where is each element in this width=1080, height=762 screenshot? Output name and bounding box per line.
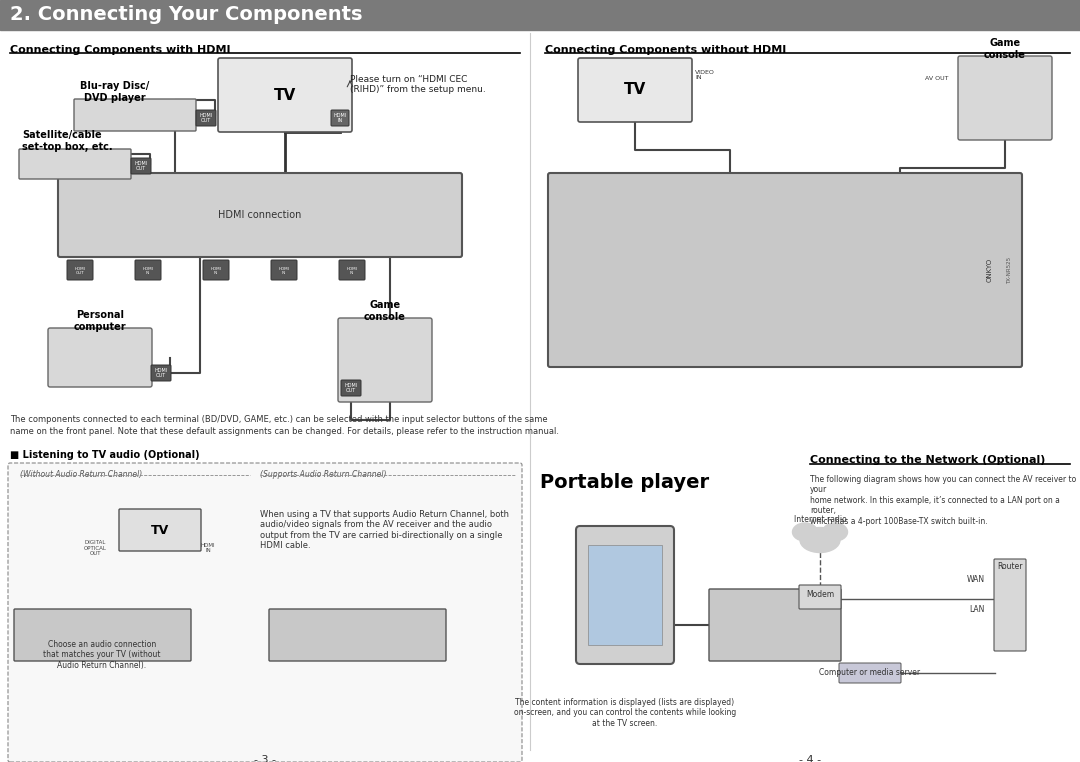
Text: HDMI
OUT: HDMI OUT	[134, 161, 148, 171]
FancyBboxPatch shape	[119, 509, 201, 551]
FancyBboxPatch shape	[19, 149, 131, 179]
Text: DIGITAL
OPTICAL
OUT: DIGITAL OPTICAL OUT	[83, 539, 107, 556]
Text: TV: TV	[624, 82, 646, 98]
Text: The components connected to each terminal (BD/DVD, GAME, etc.) can be selected w: The components connected to each termina…	[10, 415, 548, 424]
FancyBboxPatch shape	[151, 365, 171, 381]
FancyBboxPatch shape	[839, 663, 901, 683]
Text: ■ Listening to TV audio (Optional): ■ Listening to TV audio (Optional)	[10, 450, 200, 460]
FancyBboxPatch shape	[195, 110, 216, 126]
Text: VIDEO
IN: VIDEO IN	[696, 69, 715, 81]
FancyBboxPatch shape	[58, 173, 462, 257]
Text: Connecting Components with HDMI: Connecting Components with HDMI	[10, 45, 230, 55]
FancyBboxPatch shape	[48, 328, 152, 387]
Ellipse shape	[800, 527, 840, 552]
Text: TV: TV	[151, 523, 170, 536]
Text: Internet radio: Internet radio	[794, 515, 847, 524]
Text: HDMI
IN: HDMI IN	[143, 267, 153, 275]
FancyBboxPatch shape	[8, 463, 522, 762]
FancyBboxPatch shape	[14, 609, 191, 661]
Text: Portable player: Portable player	[540, 473, 710, 492]
Text: 2. Connecting Your Components: 2. Connecting Your Components	[10, 5, 363, 24]
Text: HDMI
IN: HDMI IN	[279, 267, 289, 275]
Text: When using a TV that supports Audio Return Channel, both
audio/video signals fro: When using a TV that supports Audio Retu…	[260, 510, 509, 550]
Text: Game
console: Game console	[364, 300, 406, 322]
Text: Please turn on “HDMI CEC
(RIHD)” from the setup menu.: Please turn on “HDMI CEC (RIHD)” from th…	[350, 75, 486, 94]
Text: HDMI
IN: HDMI IN	[211, 267, 221, 275]
FancyBboxPatch shape	[271, 260, 297, 280]
FancyBboxPatch shape	[341, 380, 361, 396]
FancyBboxPatch shape	[958, 56, 1052, 140]
Text: HDMI connection: HDMI connection	[218, 210, 301, 220]
Text: HDMI
IN: HDMI IN	[201, 543, 215, 553]
Text: AV OUT: AV OUT	[924, 75, 948, 81]
FancyBboxPatch shape	[75, 99, 195, 131]
Text: Satellite/cable
set-top box, etc.: Satellite/cable set-top box, etc.	[22, 130, 112, 152]
Text: Connecting to the Network (Optional): Connecting to the Network (Optional)	[810, 455, 1045, 465]
Text: Modem: Modem	[806, 590, 834, 599]
Text: HDMI
IN: HDMI IN	[347, 267, 357, 275]
Text: TX-NR525: TX-NR525	[1008, 257, 1013, 283]
Text: - 3 -: - 3 -	[254, 755, 276, 762]
FancyBboxPatch shape	[131, 158, 151, 174]
Text: HDMI
OUT: HDMI OUT	[75, 267, 85, 275]
Text: The content information is displayed (lists are displayed)
on-screen, and you ca: The content information is displayed (li…	[514, 698, 737, 728]
Text: HDMI
IN: HDMI IN	[334, 113, 347, 123]
Text: Game
console: Game console	[984, 38, 1026, 60]
FancyBboxPatch shape	[135, 260, 161, 280]
FancyBboxPatch shape	[578, 58, 692, 122]
Text: - 4 -: - 4 -	[799, 755, 821, 762]
Text: LAN: LAN	[970, 606, 985, 614]
FancyBboxPatch shape	[338, 318, 432, 402]
FancyBboxPatch shape	[218, 58, 352, 132]
Text: (Without Audio Return Channel): (Without Audio Return Channel)	[21, 470, 143, 479]
Ellipse shape	[823, 523, 848, 541]
FancyBboxPatch shape	[548, 173, 1022, 367]
FancyBboxPatch shape	[339, 260, 365, 280]
Text: WAN: WAN	[967, 575, 985, 584]
Text: Choose an audio connection
that matches your TV (without
Audio Return Channel).: Choose an audio connection that matches …	[43, 640, 161, 670]
FancyBboxPatch shape	[708, 589, 841, 661]
Text: Computer or media server: Computer or media server	[820, 668, 920, 677]
FancyBboxPatch shape	[994, 559, 1026, 651]
Text: HDMI
OUT: HDMI OUT	[345, 383, 357, 393]
FancyBboxPatch shape	[330, 110, 349, 126]
FancyBboxPatch shape	[269, 609, 446, 661]
Ellipse shape	[793, 523, 818, 541]
Text: HDMI
OUT: HDMI OUT	[200, 113, 213, 123]
Text: name on the front panel. Note that these default assignments can be changed. For: name on the front panel. Note that these…	[10, 427, 559, 436]
Text: Router: Router	[997, 562, 1023, 571]
FancyBboxPatch shape	[203, 260, 229, 280]
Text: HDMI
OUT: HDMI OUT	[154, 367, 167, 379]
Text: TV: TV	[274, 88, 296, 103]
FancyBboxPatch shape	[799, 585, 841, 609]
Text: Blu-ray Disc/
DVD player: Blu-ray Disc/ DVD player	[80, 82, 150, 103]
Text: (Supports Audio Return Channel): (Supports Audio Return Channel)	[260, 470, 387, 479]
Bar	[0, 0, 1080, 30]
FancyBboxPatch shape	[67, 260, 93, 280]
Text: ONKYO: ONKYO	[987, 258, 993, 282]
FancyBboxPatch shape	[576, 526, 674, 664]
Text: Personal
computer: Personal computer	[73, 310, 126, 332]
Text: The following diagram shows how you can connect the AV receiver to your
home net: The following diagram shows how you can …	[810, 475, 1077, 526]
Bar	[588, 545, 662, 645]
Text: Connecting Components without HDMI: Connecting Components without HDMI	[545, 45, 786, 55]
